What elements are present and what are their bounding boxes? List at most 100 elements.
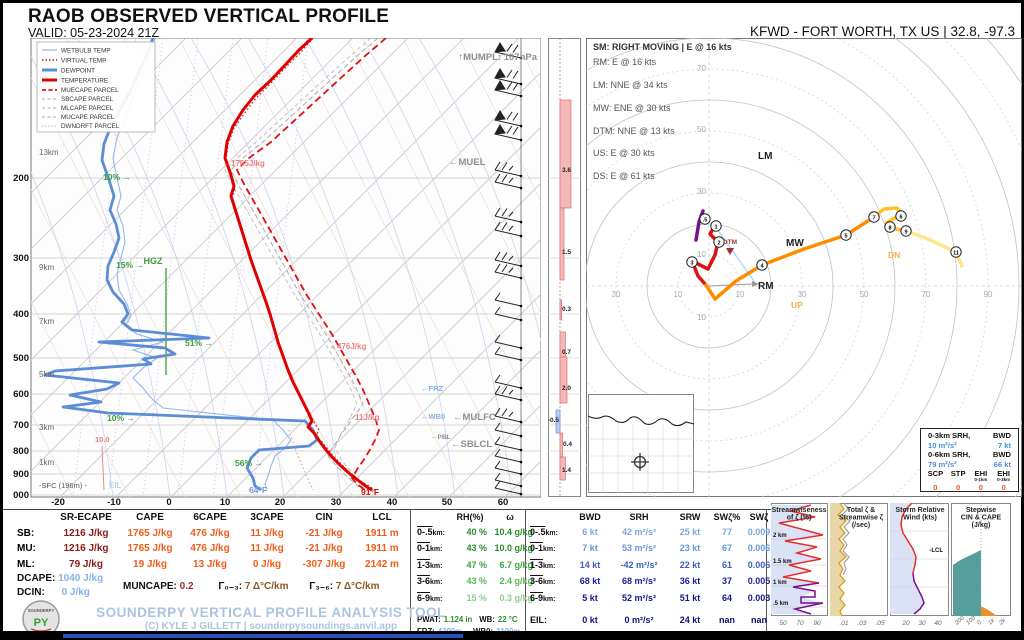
k-row4-srw: 36 kt xyxy=(679,576,701,586)
height-markers: .5 1 2 3 4 5 6 7 8 9 11 xyxy=(686,210,962,271)
p1-ylabel-1km: 1 km xyxy=(773,580,787,586)
ring-right-90: 90 xyxy=(984,290,993,299)
m-row1-rh: 40 % xyxy=(466,526,487,537)
mu-6cape: 476 J/kg xyxy=(190,543,230,554)
station-marker xyxy=(631,453,649,471)
mixratio-line xyxy=(101,445,105,491)
lapse-0-3-value: 7 Δ°C/km xyxy=(244,581,289,592)
th-cape: CAPE xyxy=(136,512,164,523)
m-row3-label: 1-3 xyxy=(417,559,431,570)
ml-srecape: 79 J/kg xyxy=(69,558,103,570)
p2-xtick-03: .03 xyxy=(857,620,866,627)
logo-arc-text: SOUNDERPY xyxy=(28,608,55,613)
k-row2-srh: 53 m²/s² xyxy=(621,543,656,553)
bwd-0-3-label: BWD xyxy=(992,431,1011,440)
k-row1-swz: 0.009 xyxy=(747,526,771,537)
ehi03-sub: 0-3km xyxy=(997,477,1011,482)
cape-476-label: ←476J/kg xyxy=(329,342,366,351)
mu-3cape: 11 J/kg xyxy=(250,543,284,554)
ml-3cape: 0 J/kg xyxy=(252,558,282,570)
p1-ylabel-p5km: .5 km xyxy=(773,601,788,607)
rm-label: RM xyxy=(758,281,774,292)
bwd-0-3-value: 7 kt xyxy=(997,440,1011,450)
legend-dwndrft: DWNDRFT PARCEL xyxy=(61,123,120,130)
scp-header: SCP xyxy=(927,469,944,478)
ring-up-10: 10 xyxy=(697,250,706,259)
adv-7: 0.4 xyxy=(563,441,572,448)
p2-xtick-05: .05 xyxy=(875,620,884,627)
legend-sbcape: SBCAPE PARCEL xyxy=(61,96,114,103)
mu-lcl: 1911 m xyxy=(365,543,399,554)
cin-area xyxy=(953,550,981,616)
ring-right-10: 10 xyxy=(736,290,745,299)
dcape-value: 1040 J/kg xyxy=(58,573,104,584)
mu-srecape: 1216 J/kg xyxy=(63,543,109,554)
adv-8: 1.4 xyxy=(562,467,571,474)
p1-xtick-50: 50 xyxy=(779,620,787,627)
m-row4-w: 2.4 g/kg xyxy=(499,576,533,586)
p-500: 500 xyxy=(13,353,29,364)
adv-6: -0.5 xyxy=(548,417,559,424)
up-label: UP xyxy=(791,300,803,310)
srw-upper-curve xyxy=(900,503,917,574)
mw-label: MW xyxy=(786,238,804,249)
rh-label-200: 10% → xyxy=(103,172,131,182)
marker-3: 3 xyxy=(690,260,693,266)
k-row2-bwd: 7 kt xyxy=(582,543,598,553)
surface-temp-label: 91°F xyxy=(361,487,379,497)
k-row4-unit: km: xyxy=(543,579,556,586)
cape-11-label: ←11J/kg xyxy=(347,413,380,422)
streamwiseness-upper-curve xyxy=(778,504,824,584)
vorticity-fill xyxy=(830,503,846,616)
bwd-0-6-value: 66 kt xyxy=(993,459,1011,469)
m-row4-rh: 43 % xyxy=(466,576,487,586)
dtm-line: DTM: NNE @ 13 kts xyxy=(593,126,675,136)
rh-label-300: 15% → xyxy=(116,260,144,270)
state-border xyxy=(588,415,694,427)
t-n10: -10 xyxy=(107,497,121,506)
omega-header: ω xyxy=(506,512,514,522)
legend-temperature: TEMPERATURE xyxy=(61,78,108,85)
sfc-label: -SFC (196m) - xyxy=(39,481,87,490)
sb-row-label: SB: xyxy=(17,527,35,539)
marker-11: 11 xyxy=(953,250,959,256)
dtm-label: DTM xyxy=(723,239,737,246)
k-row4-swz: 0.005 xyxy=(747,576,771,586)
adv-2: 1.5 xyxy=(562,249,571,256)
kinematics-table: BWD SRH SRW SWζ% SWζ 0-.5km: 6 kt 42 m²/… xyxy=(530,510,774,630)
m-row3-unit: km: xyxy=(430,562,443,570)
ds-line: DS: E @ 61 kts xyxy=(593,171,655,181)
k-swzpct-header: SWζ% xyxy=(713,512,741,522)
streamwiseness-fill xyxy=(771,505,823,614)
rh-label-700: 10% → xyxy=(107,413,135,423)
p2-title-1: Total ζ & xyxy=(847,507,875,514)
m-row4-label: 3-6 xyxy=(417,576,431,586)
eil-row-label: EIL: xyxy=(530,615,547,625)
advection-bars xyxy=(555,99,572,481)
divider-2 xyxy=(525,509,526,631)
k-swz-header: SWζ xyxy=(749,512,769,522)
p3-xtick-20: 20 xyxy=(901,620,910,627)
m-row5-rh: 15 % xyxy=(466,592,487,603)
p4-xtick-100: 100 xyxy=(965,615,977,626)
k-row4-label: 3-6 xyxy=(530,576,544,586)
ring-left-10: 10 xyxy=(674,290,683,299)
m-row2-rh: 43 % xyxy=(466,543,487,553)
eil-srh: 0 m²/s² xyxy=(624,615,654,625)
page-title: RAOB OBSERVED VERTICAL PROFILE xyxy=(28,6,390,27)
rh-label-850: 56% → xyxy=(235,458,263,468)
k-row5-label: 6-9 xyxy=(530,592,544,603)
lapse-0-3-label: Γ₀₋₃: xyxy=(218,581,243,592)
t-10: 10 xyxy=(220,497,231,506)
ml-6cape: 13 J/kg xyxy=(193,558,227,570)
ml-cape: 19 J/kg xyxy=(133,558,167,570)
ring-down-10: 10 xyxy=(697,313,706,322)
p4-xtick-2k: 2k xyxy=(998,617,1008,627)
k-row1-bwd: 6 kt xyxy=(582,526,598,537)
total-vorticity-curve xyxy=(841,503,851,576)
k-row5-swz: 0.003 xyxy=(747,592,771,603)
streamwise-vorticity-curve xyxy=(837,503,847,617)
divider-1 xyxy=(410,509,411,631)
sm-line: SM: RIGHT MOVING | E @ 16 kts xyxy=(593,42,732,52)
